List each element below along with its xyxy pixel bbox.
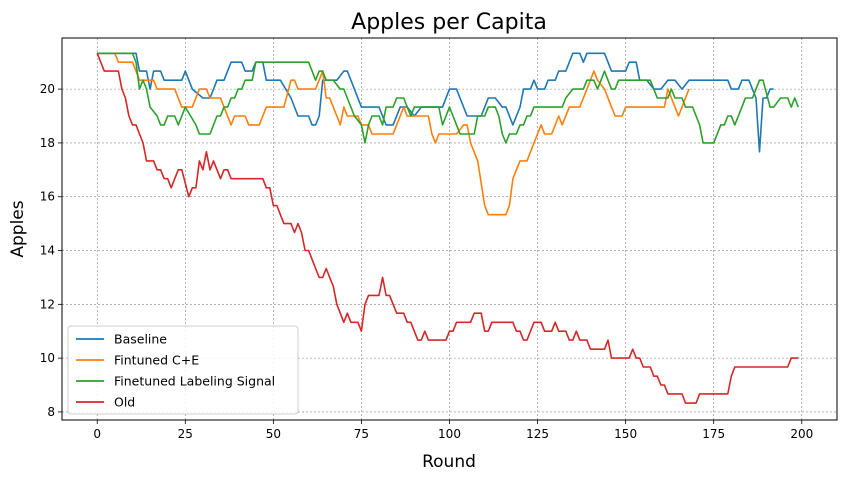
y-axis-label: Apples bbox=[8, 200, 28, 257]
x-tick-label: 50 bbox=[266, 427, 281, 441]
x-tick-label: 150 bbox=[614, 427, 637, 441]
x-tick-label: 200 bbox=[790, 427, 813, 441]
y-tick-label: 20 bbox=[40, 82, 55, 96]
y-tick-label: 12 bbox=[40, 297, 55, 311]
series-line-baseline bbox=[97, 52, 774, 153]
y-axis-ticks: 8 10 12 14 16 18 20 bbox=[40, 82, 62, 419]
y-tick-label: 18 bbox=[40, 136, 55, 150]
x-tick-label: 25 bbox=[178, 427, 193, 441]
y-tick-label: 10 bbox=[40, 351, 55, 365]
series-line-finetuned-labeling-signal bbox=[97, 52, 800, 144]
legend-box bbox=[67, 325, 299, 415]
series-layer bbox=[96, 52, 800, 404]
legend-label: Finetuned Labeling Signal bbox=[114, 374, 275, 389]
x-tick-label: 100 bbox=[438, 427, 461, 441]
legend-label: Old bbox=[114, 395, 135, 410]
legend: Baseline Fintuned C+E Finetuned Labeling S… bbox=[67, 325, 299, 415]
x-tick-label: 75 bbox=[354, 427, 369, 441]
series-line-old bbox=[96, 53, 799, 404]
y-tick-label: 8 bbox=[47, 405, 55, 419]
x-tick-label: 125 bbox=[526, 427, 549, 441]
x-axis-ticks: 0 25 50 75 100 125 150 175 200 bbox=[93, 420, 813, 441]
legend-label: Fintuned C+E bbox=[114, 353, 199, 368]
y-tick-label: 16 bbox=[40, 190, 55, 204]
x-tick-label: 0 bbox=[93, 427, 101, 441]
chart-title: Apples per Capita bbox=[351, 10, 547, 35]
x-tick-label: 175 bbox=[702, 427, 725, 441]
y-tick-label: 14 bbox=[40, 244, 55, 258]
series-line-fintuned-c-e bbox=[97, 52, 690, 216]
legend-label: Baseline bbox=[114, 332, 167, 347]
x-axis-label: Round bbox=[422, 452, 476, 472]
